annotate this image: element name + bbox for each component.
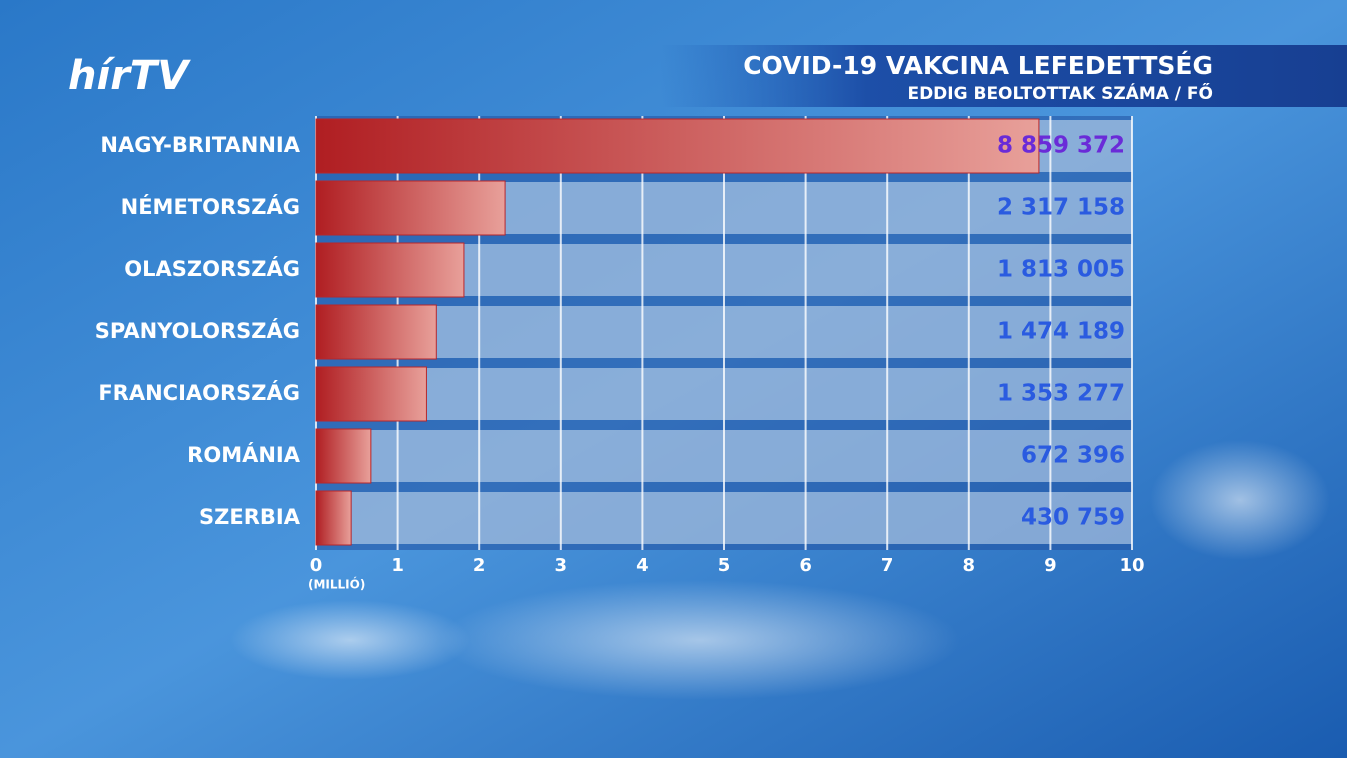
x-tick-label: 3	[555, 555, 568, 576]
x-tick-label: 8	[963, 555, 976, 576]
bar	[315, 490, 352, 546]
y-tick-label: NAGY-BRITANNIA	[100, 133, 300, 157]
bar	[315, 304, 437, 360]
bar	[315, 118, 1040, 174]
value-label: 2 317 158	[997, 195, 1125, 221]
value-label: 1 353 277	[997, 381, 1125, 407]
value-label: 1 474 189	[997, 319, 1125, 345]
logo: hírTV	[68, 53, 191, 99]
chart-title: COVID-19 VAKCINA LEFEDETTSÉG	[743, 51, 1213, 80]
bar	[315, 180, 506, 236]
chart-subtitle: EDDIG BEOLTOTTAK SZÁMA / FŐ	[907, 82, 1213, 104]
bar	[315, 366, 427, 422]
y-tick-label: FRANCIAORSZÁG	[98, 380, 300, 405]
header-band	[660, 45, 1347, 107]
value-label: 1 813 005	[997, 257, 1125, 283]
value-label: 430 759	[1021, 505, 1125, 531]
x-tick-label: 4	[636, 555, 649, 576]
x-tick-label: 5	[718, 555, 731, 576]
y-tick-label: NÉMETORSZÁG	[121, 194, 300, 219]
cloud	[1150, 440, 1330, 560]
y-tick-label: OLASZORSZÁG	[124, 256, 300, 281]
bar	[315, 242, 465, 298]
bar	[315, 428, 372, 484]
y-tick-label: ROMÁNIA	[187, 442, 301, 467]
x-tick-label: 1	[391, 555, 404, 576]
value-label: 672 396	[1021, 443, 1125, 469]
x-tick-label: 9	[1044, 555, 1057, 576]
value-label: 8 859 372	[997, 133, 1125, 159]
x-tick-label: 10	[1119, 555, 1144, 576]
x-tick-label: 7	[881, 555, 894, 576]
y-tick-label: SPANYOLORSZÁG	[95, 318, 300, 343]
x-tick-label: 0	[310, 555, 323, 576]
x-tick-label: 6	[799, 555, 812, 576]
x-axis-label: (MILLIÓ)	[308, 577, 365, 592]
cloud	[230, 600, 470, 680]
y-tick-label: SZERBIA	[199, 505, 301, 529]
cloud	[440, 580, 960, 700]
x-tick-label: 2	[473, 555, 486, 576]
